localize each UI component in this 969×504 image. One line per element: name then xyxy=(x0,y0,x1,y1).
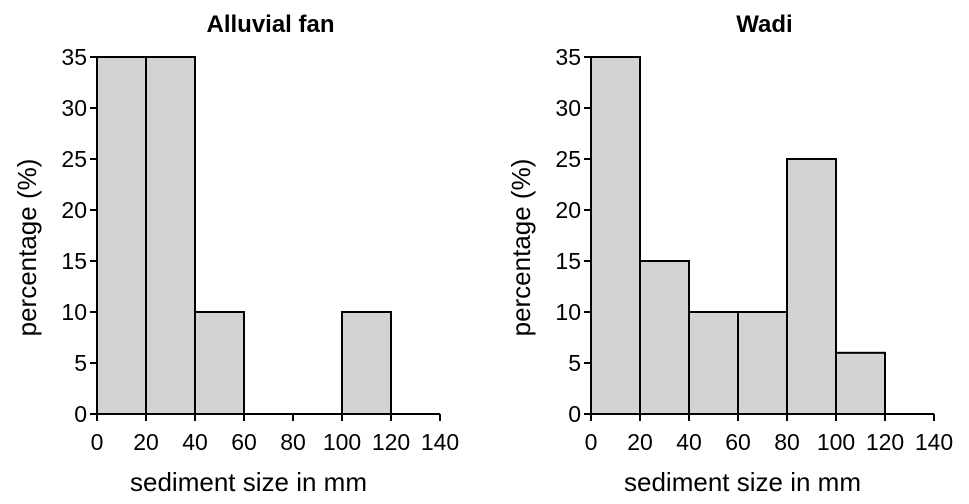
y-tick-label: 15 xyxy=(555,248,581,274)
bar xyxy=(590,56,641,415)
y-tick-label: 25 xyxy=(61,146,87,172)
x-tick-label: 40 xyxy=(182,429,208,455)
panel-alluvial-fan: Alluvial fan sediment size in mm percent… xyxy=(12,11,459,497)
y-tick-label: 10 xyxy=(555,299,581,325)
y-tick-label: 0 xyxy=(74,401,87,427)
y-axis-label: percentage (%) xyxy=(506,159,536,337)
y-tick-label: 0 xyxy=(568,401,581,427)
y-tick-label: 5 xyxy=(568,350,581,376)
y-tick-label: 10 xyxy=(61,299,87,325)
x-tick-label: 40 xyxy=(676,429,702,455)
bar xyxy=(639,260,690,415)
y-tick-label: 15 xyxy=(61,248,87,274)
y-tick-label: 5 xyxy=(74,350,87,376)
bar xyxy=(835,351,886,415)
panel-wadi: Wadi sediment size in mm percentage (%) … xyxy=(506,11,953,497)
bar xyxy=(688,311,739,415)
y-tick-label: 20 xyxy=(555,197,581,223)
x-tick-label: 60 xyxy=(725,429,751,455)
y-axis-label: percentage (%) xyxy=(12,159,42,337)
bar xyxy=(145,56,196,415)
x-tick-label: 140 xyxy=(421,429,459,455)
y-tick-label: 25 xyxy=(555,146,581,172)
x-tick-label: 20 xyxy=(627,429,653,455)
bar xyxy=(786,158,837,415)
bar xyxy=(737,311,788,415)
y-tick-label: 30 xyxy=(555,95,581,121)
bar xyxy=(341,311,392,415)
y-tick-label: 35 xyxy=(555,44,581,70)
y-tick-label: 30 xyxy=(61,95,87,121)
x-axis-label: sediment size in mm xyxy=(624,467,861,497)
chart-title: Alluvial fan xyxy=(206,11,334,38)
x-tick-label: 120 xyxy=(372,429,410,455)
x-tick-label: 0 xyxy=(91,429,104,455)
x-tick-label: 80 xyxy=(774,429,800,455)
y-tick-label: 20 xyxy=(61,197,87,223)
x-tick-label: 80 xyxy=(280,429,306,455)
x-tick-label: 100 xyxy=(817,429,855,455)
x-tick-label: 0 xyxy=(585,429,598,455)
bar xyxy=(194,311,245,415)
x-tick-label: 20 xyxy=(133,429,159,455)
x-tick-label: 120 xyxy=(866,429,904,455)
x-tick-label: 60 xyxy=(231,429,257,455)
y-tick-label: 35 xyxy=(61,44,87,70)
x-tick-label: 140 xyxy=(915,429,953,455)
x-tick-label: 100 xyxy=(323,429,361,455)
x-axis-label: sediment size in mm xyxy=(130,467,367,497)
chart-title: Wadi xyxy=(736,11,792,38)
bar xyxy=(96,56,147,415)
